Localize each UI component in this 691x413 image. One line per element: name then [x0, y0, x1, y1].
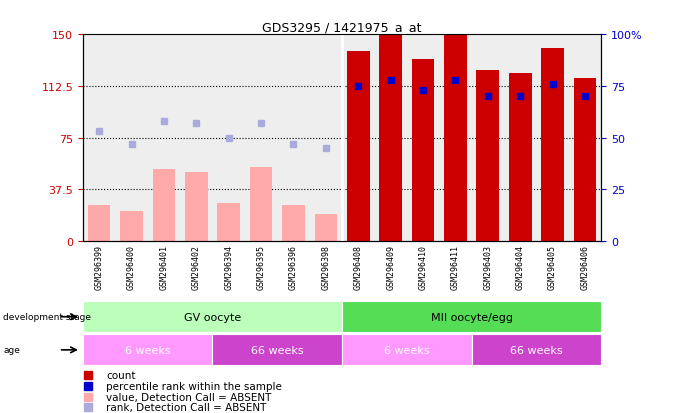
Text: development stage: development stage [3, 313, 91, 321]
Text: age: age [3, 346, 20, 354]
Bar [83, 335, 213, 366]
Bar [342, 301, 601, 332]
Text: GSM296403: GSM296403 [483, 245, 492, 290]
Bar [379, 24, 402, 242]
Bar [471, 335, 601, 366]
Bar [83, 301, 342, 332]
Text: GSM296396: GSM296396 [289, 245, 298, 290]
Text: 66 weeks: 66 weeks [510, 345, 562, 355]
Bar [574, 79, 596, 242]
Text: GSM296395: GSM296395 [256, 245, 265, 290]
Text: 6 weeks: 6 weeks [384, 345, 430, 355]
Text: GSM296409: GSM296409 [386, 245, 395, 290]
Text: value, Detection Call = ABSENT: value, Detection Call = ABSENT [106, 392, 272, 401]
Text: GSM296405: GSM296405 [548, 245, 557, 290]
Text: GSM296404: GSM296404 [515, 245, 524, 290]
Bar [347, 52, 370, 242]
Text: GSM296410: GSM296410 [419, 245, 428, 290]
Text: count: count [106, 370, 135, 380]
Bar [412, 60, 435, 242]
Text: rank, Detection Call = ABSENT: rank, Detection Call = ABSENT [106, 403, 267, 413]
Title: GDS3295 / 1421975_a_at: GDS3295 / 1421975_a_at [263, 21, 422, 34]
Bar [444, 35, 466, 242]
Bar [477, 71, 499, 242]
Text: GSM296394: GSM296394 [224, 245, 233, 290]
Text: percentile rank within the sample: percentile rank within the sample [106, 381, 282, 391]
Text: 66 weeks: 66 weeks [251, 345, 303, 355]
Text: GSM296411: GSM296411 [451, 245, 460, 290]
Text: GSM296408: GSM296408 [354, 245, 363, 290]
Text: GSM296400: GSM296400 [127, 245, 136, 290]
Bar [120, 211, 143, 242]
Bar [314, 214, 337, 242]
Bar [541, 49, 564, 242]
Bar [213, 335, 342, 366]
Bar [249, 167, 272, 242]
Text: MII oocyte/egg: MII oocyte/egg [430, 312, 513, 322]
Bar [185, 173, 207, 242]
Bar [282, 206, 305, 242]
Text: GSM296401: GSM296401 [160, 245, 169, 290]
Bar [342, 335, 471, 366]
Text: 6 weeks: 6 weeks [125, 345, 171, 355]
Bar [218, 203, 240, 242]
Text: GSM296398: GSM296398 [321, 245, 330, 290]
Bar [509, 74, 531, 242]
Text: GSM296399: GSM296399 [95, 245, 104, 290]
Text: GSM296402: GSM296402 [192, 245, 201, 290]
Text: GSM296406: GSM296406 [580, 245, 589, 290]
Text: GV oocyte: GV oocyte [184, 312, 241, 322]
Bar [153, 170, 176, 242]
Bar [88, 206, 111, 242]
